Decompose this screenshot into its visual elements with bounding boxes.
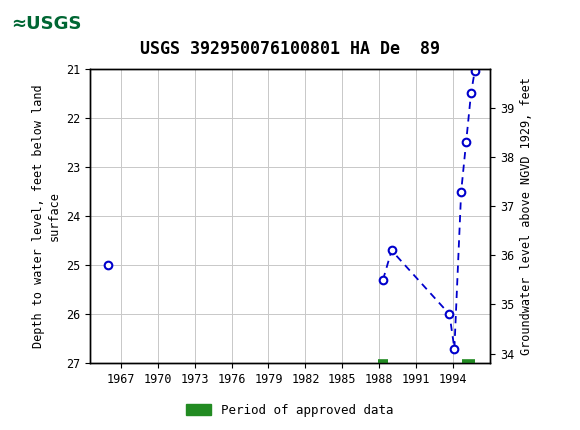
Y-axis label: Depth to water level, feet below land
surface: Depth to water level, feet below land su… (32, 84, 60, 348)
Legend: Period of approved data: Period of approved data (181, 399, 399, 422)
Text: USGS 392950076100801 HA De  89: USGS 392950076100801 HA De 89 (140, 40, 440, 58)
Y-axis label: Groundwater level above NGVD 1929, feet: Groundwater level above NGVD 1929, feet (520, 77, 532, 355)
Bar (6, 4, 75, 46)
Text: ≈USGS: ≈USGS (12, 15, 82, 33)
